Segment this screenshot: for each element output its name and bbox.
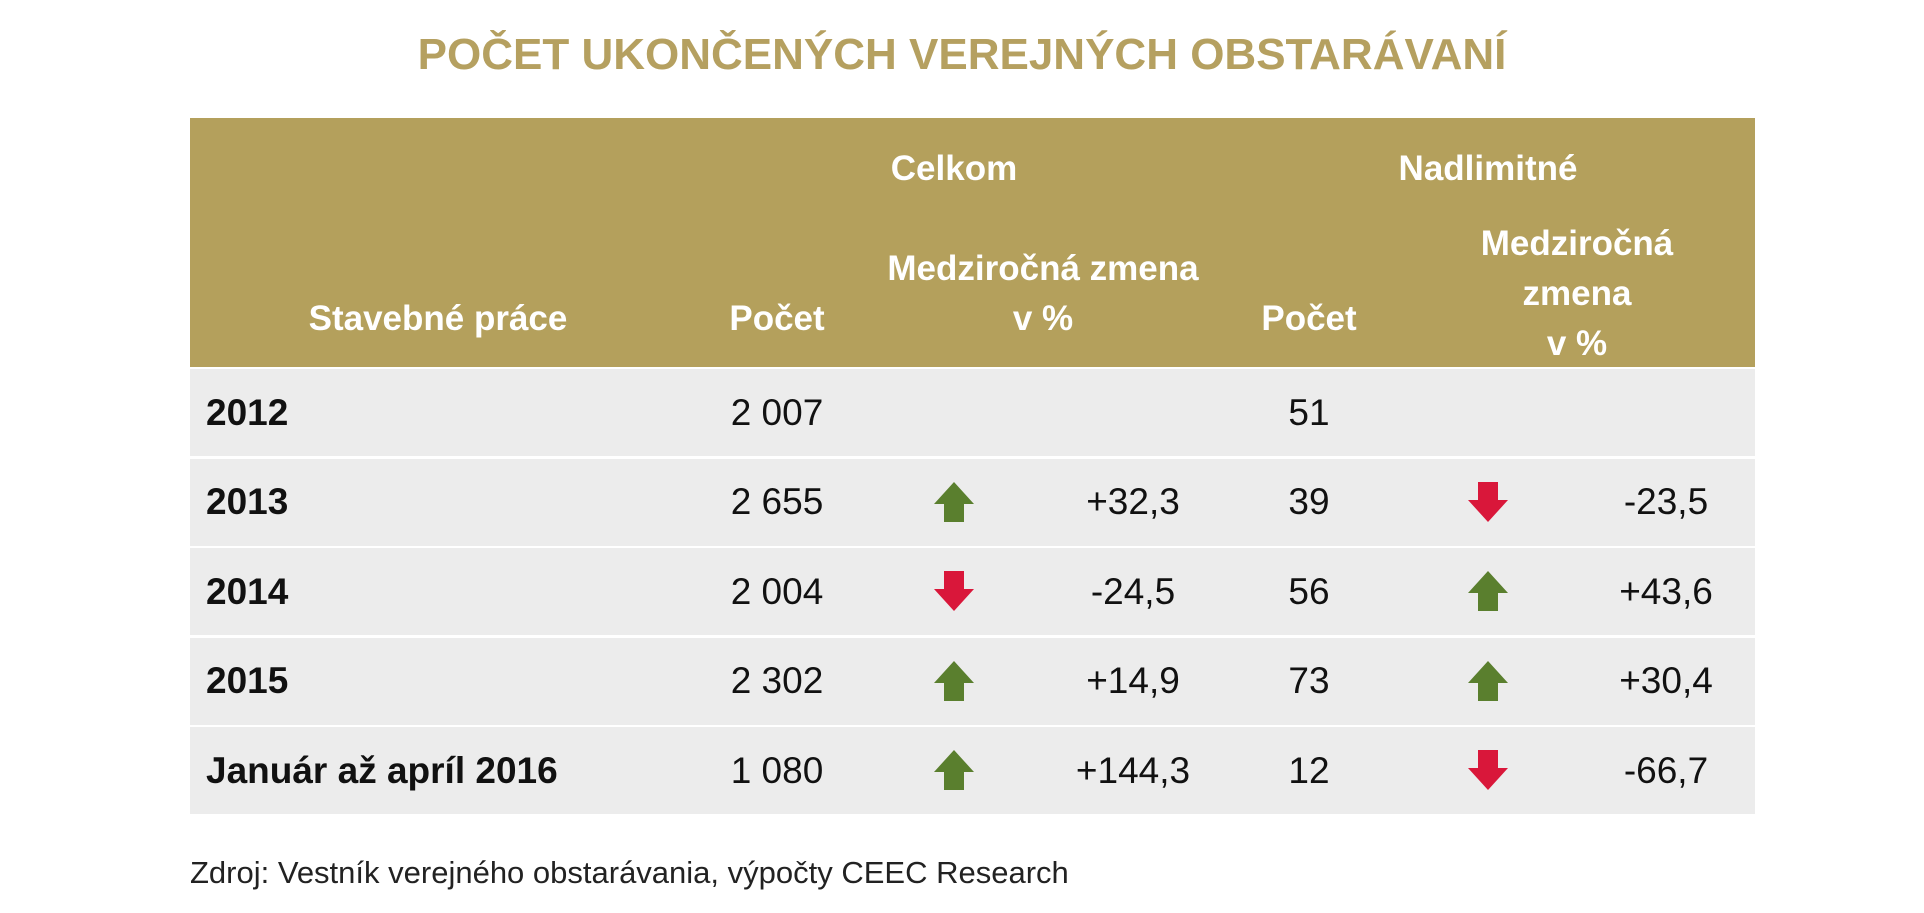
- cell: 2 004: [730, 570, 824, 612]
- cell: 12: [1288, 749, 1330, 791]
- column-header: Počet: [1261, 299, 1357, 338]
- row-label: 2014: [206, 570, 289, 612]
- arrow-up: [1468, 660, 1508, 701]
- arrow-shape: [1468, 481, 1508, 522]
- arrow-shape: [934, 660, 974, 701]
- arrow-shape: [934, 750, 974, 790]
- arrow-shape: [1468, 571, 1508, 611]
- cell: 56: [1288, 570, 1330, 612]
- row-label: 2013: [206, 481, 289, 522]
- arrow-down: [1468, 481, 1508, 522]
- table-row: 2015 2 302 +14,9 73 +30,4: [190, 637, 1755, 725]
- row-label: Január až apríl 2016: [206, 749, 558, 791]
- arrow-down: [1468, 750, 1508, 790]
- row-label: 2015: [206, 660, 289, 701]
- cell: -24,5: [1090, 570, 1176, 612]
- column-header: Medziročná zmena v %: [887, 249, 1199, 338]
- column-header: Počet: [729, 299, 825, 338]
- cell: 2 007: [730, 391, 824, 433]
- cell: +30,4: [1619, 660, 1713, 701]
- arrow-shape: [1468, 660, 1508, 701]
- cell: +144,3: [1075, 749, 1191, 791]
- group-header: Nadlimitné: [1398, 149, 1578, 188]
- row-label: 2012: [206, 391, 289, 433]
- cell: -66,7: [1623, 749, 1709, 791]
- cell: +14,9: [1086, 660, 1180, 701]
- table-row: 2012 2 007 51: [190, 369, 1755, 456]
- table-header: Celkom Nadlimitné Stavebné práce Počet M…: [190, 118, 1755, 367]
- cell: 2 655: [730, 481, 824, 522]
- cell: +43,6: [1619, 570, 1713, 612]
- group-header: Celkom: [890, 149, 1018, 188]
- arrow-up: [934, 660, 974, 701]
- table-row: 2013 2 655 +32,3 39 -23,5: [190, 458, 1755, 546]
- source-note: Zdroj: Vestník verejného obstarávania, v…: [190, 855, 1069, 890]
- arrow-up: [934, 481, 974, 522]
- column-header: Medziročná zmena v %: [1480, 224, 1674, 363]
- cell: 1 080: [730, 749, 824, 791]
- cell: 2 302: [730, 660, 824, 701]
- cell: +32,3: [1086, 481, 1180, 522]
- arrow-down: [934, 571, 974, 611]
- cell: -23,5: [1623, 481, 1709, 522]
- arrow-shape: [934, 571, 974, 611]
- cell: 51: [1288, 391, 1330, 433]
- arrow-shape: [934, 481, 974, 522]
- arrow-shape: [1468, 750, 1508, 790]
- cell: 73: [1288, 660, 1330, 701]
- table-row: 2014 2 004 -24,5 56 +43,6: [190, 548, 1755, 635]
- title: POČET UKONČENÝCH VEREJNÝCH OBSTARÁVANÍ: [417, 30, 1507, 79]
- column-header: Stavebné práce: [308, 299, 568, 338]
- cell: 39: [1288, 481, 1330, 522]
- table-row: Január až apríl 2016 1 080 +144,3 12 -66,7: [190, 727, 1755, 814]
- arrow-up: [934, 750, 974, 790]
- arrow-up: [1468, 571, 1508, 611]
